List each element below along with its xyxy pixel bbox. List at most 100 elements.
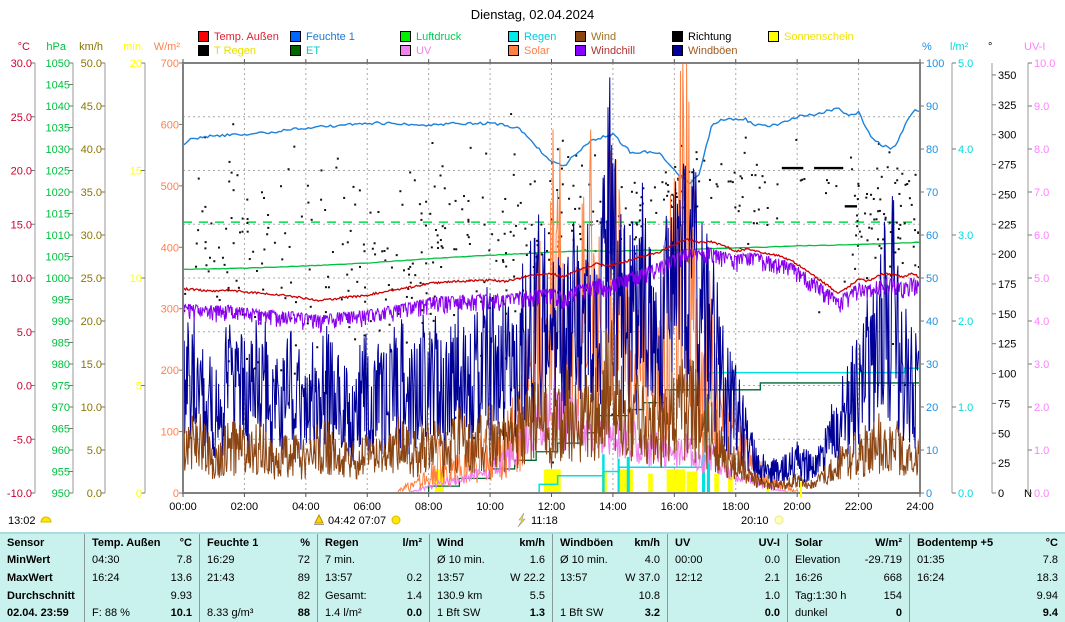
table-cell-value: 0.0	[406, 607, 422, 620]
y-axis-tick-label: 995	[52, 295, 70, 307]
y-axis-tick-label: 965	[52, 424, 70, 436]
y-axis-tick-label: 45.0	[81, 101, 102, 113]
legend-label: Windchill	[591, 44, 636, 57]
table-column-temp-au-en: Temp. Außen °C 04:30 7.8 16:24 13.6 9.93 F: 88 …	[85, 534, 200, 622]
y-axis-tick-label: 300	[161, 304, 179, 316]
legend-label: Temp. Außen	[214, 30, 279, 43]
y-axis-tick-label: 30	[926, 359, 938, 371]
y-axis-tick-label: 970	[52, 402, 70, 414]
legend-label: Sonnenschein	[784, 30, 854, 43]
y-axis-tick-label: 150	[998, 309, 1016, 321]
legend-item-solar: Solar	[508, 45, 550, 57]
y-axis-tick-label: 40.0	[81, 144, 102, 156]
table-cell-value: 9.4	[1042, 607, 1058, 620]
table-cell-label: Ø 10 min.	[437, 554, 485, 567]
legend-item-t-regen: T Regen	[198, 45, 256, 57]
y-axis-tick-label: 15	[130, 166, 142, 178]
axis-unit-label: l/m²	[950, 41, 969, 53]
table-cell-value: 0	[895, 607, 902, 620]
y-axis-tick-label: 1005	[46, 252, 70, 264]
y-axis-tick-label: 25	[998, 458, 1010, 470]
table-cell-value: 0.0	[764, 607, 780, 620]
x-axis-tick-label: 18:00	[722, 501, 750, 513]
table-cell-label: 1 Bft SW	[437, 607, 481, 620]
y-axis-tick-label: 5.0	[958, 58, 973, 70]
y-axis-tick-label: 5.0	[87, 445, 102, 457]
y-axis-tick-label: 0	[926, 488, 932, 500]
x-axis-tick-label: 14:00	[599, 501, 627, 513]
table-cell-label: 13:57	[560, 571, 588, 584]
table-cell-value: 4.0	[644, 554, 660, 567]
y-axis-tick-label: 985	[52, 338, 70, 350]
table-cell-value: 0.0	[764, 554, 780, 567]
table-cell-value: 10.1	[170, 607, 192, 620]
legend-label: Regen	[524, 30, 557, 43]
y-axis-tick-label: 0.0	[17, 381, 32, 393]
y-axis-tick-label: 975	[52, 381, 70, 393]
y-axis-tick-label: 2.0	[958, 316, 973, 328]
legend-label: ET	[306, 44, 321, 57]
y-axis-tick-label: 1.0	[958, 402, 973, 414]
table-cell-label: 21:43	[207, 571, 235, 584]
legend-item-temp-au-en: Temp. Außen	[198, 30, 279, 43]
x-axis-tick-label: 12:00	[538, 501, 566, 513]
y-axis-tick-label: 30.0	[81, 230, 102, 242]
y-axis-tick-label: 200	[161, 365, 179, 377]
table-cell-label: 04:30	[92, 554, 120, 567]
table-cell-value: W 22.2	[510, 571, 545, 584]
legend-swatch-icon	[400, 45, 411, 56]
legend-swatch-icon	[198, 45, 209, 56]
y-axis-tick-label: 5.0	[1034, 273, 1049, 285]
table-header-unit: °C	[1045, 536, 1058, 549]
table-cell-label: 00:00	[675, 554, 703, 567]
legend-item-sonnenschein: Sonnenschein	[768, 30, 854, 43]
y-axis-tick-label: 20	[926, 402, 938, 414]
legend-item-feuchte-1: Feuchte 1	[290, 31, 355, 43]
y-axis-tick-label: 10.0	[81, 402, 102, 414]
north-label: N	[1024, 488, 1032, 500]
y-axis-tick-label: 35.0	[81, 187, 102, 199]
table-cell-label: 16:26	[795, 571, 823, 584]
y-axis-tick-label: 350	[998, 70, 1016, 82]
y-axis-tick-label: 1015	[46, 209, 70, 221]
y-axis-tick-label: -5.0	[13, 434, 32, 446]
table-cell-label: F: 88 %	[92, 607, 130, 620]
table-cell-value: 0.2	[406, 571, 422, 584]
table-cell-value: 1.3	[529, 607, 545, 620]
y-axis-tick-label: 9.0	[1034, 101, 1049, 113]
table-cell-label: 16:29	[207, 554, 235, 567]
y-axis-tick-label: 20.0	[81, 316, 102, 328]
y-axis-tick-label: 1040	[46, 101, 70, 113]
y-axis-tick-label: 250	[998, 189, 1016, 201]
sun-pale-icon	[774, 515, 784, 525]
y-axis-tick-label: 100	[998, 369, 1016, 381]
uv-axis: 0.0 1.0 2.0 3.0 4.0 5.0 6.0 7.0 8.0 9.0 10.0 UV-I	[1024, 41, 1055, 500]
y-axis-tick-label: 300	[998, 130, 1016, 142]
y-axis-tick-label: 1000	[46, 273, 70, 285]
axis-unit-label: min.	[123, 41, 144, 53]
table-cell-value: 1.6	[529, 554, 545, 567]
y-axis-tick-label: 10.0	[11, 273, 32, 285]
y-axis-tick-label: 700	[161, 58, 179, 70]
rain-axis: 0.0 1.0 2.0 3.0 4.0 5.0 l/m²	[950, 41, 973, 500]
table-cell-label: 12:12	[675, 571, 703, 584]
table-cell-label: 16:24	[92, 571, 120, 584]
y-axis-tick-label: 1025	[46, 166, 70, 178]
y-axis-tick-label: 1020	[46, 187, 70, 199]
table-header-unit: km/h	[634, 536, 660, 549]
table-cell-value: 13.6	[170, 571, 192, 584]
y-axis-tick-label: 25.0	[11, 112, 32, 124]
table-cell-value: 154	[883, 589, 902, 602]
table-column-bodentemp-5: Bodentemp +5 °C 01:35 7.8 16:24 18.3 9.94 9.4	[910, 534, 1065, 622]
table-header-unit: %	[300, 536, 310, 549]
sun-icon	[391, 515, 401, 525]
legend-swatch-icon	[198, 31, 209, 42]
axis-annotations: 13:02 04:42 07:07 11:18 20:10	[8, 481, 802, 528]
sunrise-icon	[314, 513, 324, 525]
x-axis-tick-label: 06:00	[353, 501, 381, 513]
legend-label: Richtung	[688, 30, 732, 43]
table-cell-label: Elevation	[795, 554, 841, 567]
series-feuchte	[182, 107, 921, 185]
y-axis-tick-label: 25.0	[81, 273, 102, 285]
legend-label: Windböen	[688, 44, 738, 57]
